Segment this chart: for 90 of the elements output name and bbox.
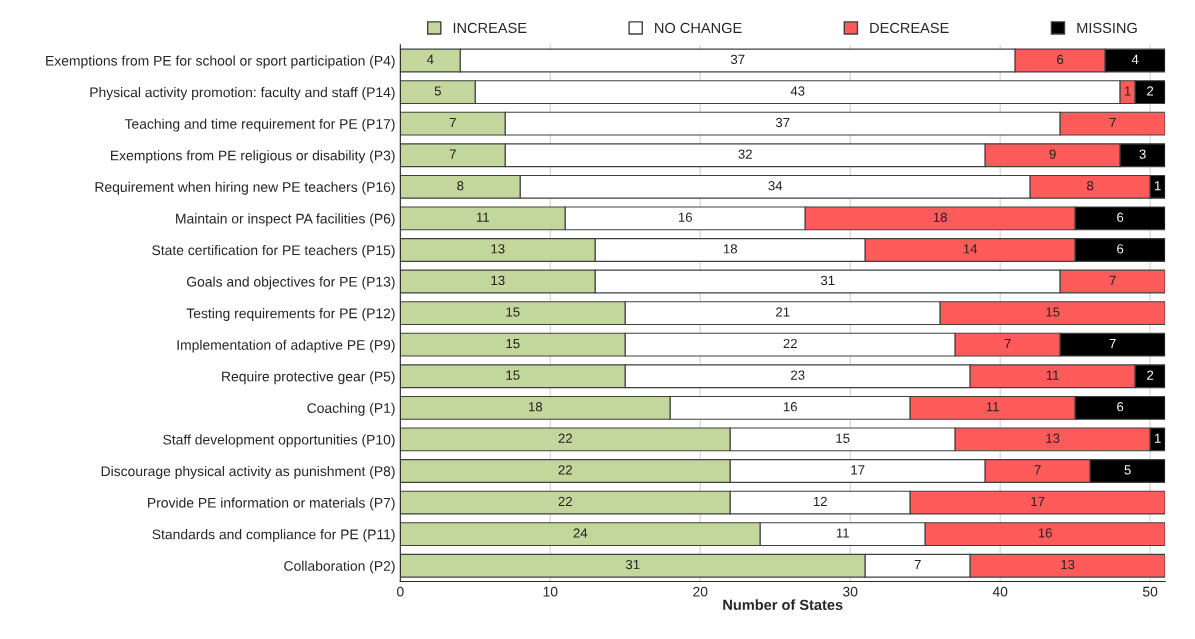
legend-label: MISSING	[1077, 22, 1137, 34]
data-label: 7	[449, 118, 456, 128]
y-tick-label: Implementation of adaptive PE (P9)	[177, 339, 395, 353]
data-label: 3	[1139, 149, 1146, 159]
data-label: 17	[1031, 496, 1045, 506]
data-label: 8	[457, 181, 464, 191]
data-label: 4	[426, 54, 434, 64]
x-axis-title: Number of States	[723, 599, 843, 611]
data-label: 22	[558, 433, 572, 443]
legend-label: NO CHANGE	[655, 22, 742, 34]
data-label: 11	[1046, 370, 1059, 380]
data-label: 18	[723, 244, 737, 254]
data-label: 7	[1034, 465, 1041, 475]
x-tick-label: 40	[992, 586, 1008, 597]
data-label: 34	[768, 181, 783, 191]
x-tick-label: 30	[843, 586, 858, 597]
y-tick-label: Staff development opportunities (P10)	[163, 434, 395, 448]
data-label: 24	[573, 528, 588, 538]
data-label: 6	[1117, 244, 1124, 254]
y-tick-label: Physical activity promotion: faculty and staff (P14)	[90, 87, 395, 101]
data-label: 22	[558, 496, 572, 506]
data-label: 2	[1147, 86, 1154, 96]
data-label: 5	[1124, 465, 1131, 475]
data-label: 16	[678, 212, 693, 222]
x-tick-label: 0	[397, 586, 404, 597]
data-label: 13	[491, 275, 505, 286]
data-label: 1	[1154, 433, 1161, 443]
data-label: 43	[790, 86, 805, 96]
y-tick-label: Collaboration (P2)	[284, 560, 395, 574]
y-tick-label: Require protective gear (P5)	[222, 371, 395, 385]
data-label: 15	[506, 370, 520, 380]
data-label: 7	[1109, 118, 1116, 128]
data-label: 2	[1147, 370, 1154, 380]
y-tick-label: Teaching and time requirement for PE (P17)	[124, 118, 395, 132]
data-label: 16	[783, 402, 797, 412]
data-label: 31	[820, 275, 835, 286]
data-label: 15	[1046, 307, 1060, 317]
data-label: 16	[1038, 528, 1052, 538]
data-label: 15	[836, 433, 850, 443]
y-tick-label: Testing requirements for PE (P12)	[186, 308, 395, 322]
data-label: 13	[491, 244, 505, 254]
data-label: 22	[783, 338, 797, 349]
y-tick-label: Goals and objectives for PE (P13)	[186, 276, 395, 290]
data-label: 14	[963, 244, 978, 254]
data-label: 9	[1049, 149, 1056, 159]
data-label: 7	[449, 149, 456, 159]
data-label: 22	[558, 465, 572, 475]
data-label: 7	[1109, 275, 1116, 285]
data-label: 31	[625, 559, 640, 570]
data-label: 1	[1154, 181, 1161, 191]
data-label: 37	[730, 54, 745, 65]
data-label: 6	[1117, 212, 1124, 222]
x-tick-label: 20	[693, 586, 708, 597]
data-label: 18	[933, 212, 947, 222]
data-label: 7	[1109, 339, 1116, 349]
x-tick-label: 50	[1142, 586, 1158, 597]
data-label: 11	[476, 212, 490, 222]
data-label: 8	[1087, 181, 1094, 191]
data-label: 15	[506, 307, 520, 317]
data-label: 5	[434, 86, 441, 96]
data-label: 21	[776, 307, 790, 317]
y-tick-label: Requirement when hiring new PE teachers (P16)	[95, 181, 395, 195]
legend-label: INCREASE	[453, 22, 527, 34]
data-label: 7	[914, 560, 921, 570]
data-label: 17	[851, 465, 865, 475]
data-label: 15	[506, 339, 520, 349]
y-tick-label: Discourage physical activity as punishment (P8)	[101, 465, 395, 479]
data-label: 13	[1061, 559, 1075, 570]
data-label: 4	[1131, 54, 1139, 64]
y-tick-label: Standards and compliance for PE (P11)	[152, 529, 395, 543]
legend-label: DECREASE	[870, 22, 949, 34]
x-tick-label: 10	[543, 586, 558, 597]
data-label: 23	[791, 370, 805, 380]
y-tick-label: State certification for PE teachers (P15)	[152, 244, 395, 258]
y-tick-label: Exemptions from PE religious or disability (P3)	[111, 150, 395, 164]
data-label: 6	[1057, 54, 1064, 65]
data-label: 11	[986, 402, 999, 412]
y-tick-label: Provide PE information or materials (P7)	[148, 497, 395, 511]
data-label: 18	[528, 402, 543, 412]
data-label: 7	[1004, 339, 1011, 349]
data-label: 12	[813, 496, 827, 506]
data-label: 13	[1046, 433, 1060, 443]
y-tick-label: Exemptions from PE for school or sport participation (P4)	[46, 55, 395, 69]
data-label: 32	[738, 149, 752, 159]
data-label: 37	[775, 117, 790, 128]
y-tick-label: Maintain or inspect PA facilities (P6)	[176, 213, 395, 227]
data-label: 11	[836, 528, 849, 538]
y-tick-label: Coaching (P1)	[307, 402, 395, 416]
data-label: 6	[1117, 402, 1124, 412]
data-label: 1	[1124, 86, 1131, 96]
